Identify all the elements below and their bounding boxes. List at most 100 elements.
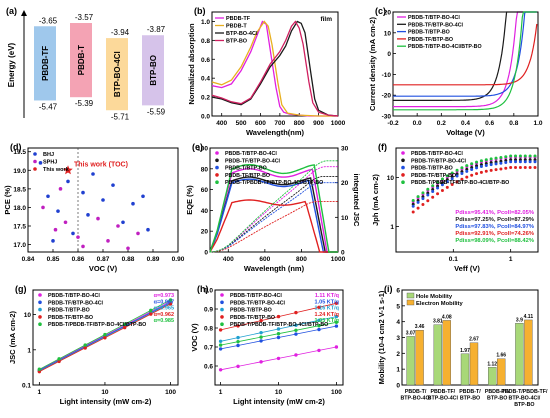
c-legend-label: PBDB-T/BTP-BO-4Cl/BTP-BO	[408, 44, 482, 50]
f-point	[514, 154, 518, 158]
b-ytick-label: 0.8	[201, 38, 210, 45]
e-legend-label: PBDB-T/PBDB-TF/BTP-BO-4Cl/BTP-BO	[225, 180, 323, 186]
h-legend-label: PBDB-T/PBDB-TF/BTP-BO-4Cl/BTP-BO	[230, 322, 328, 328]
f-xtick-label: 0.1	[449, 256, 458, 263]
i-category-label: PBDB-T/	[405, 389, 427, 395]
h-legend-label: PBDB-TF/BTP-BO	[230, 315, 275, 321]
i-bar	[406, 336, 415, 386]
b-legend-label: BTP-BO-4Cl	[226, 31, 258, 37]
i-bar-value-label: 1.12	[487, 361, 497, 367]
c-xtick-label: 0.6	[485, 120, 494, 127]
g-alpha-label: α=0.985	[154, 318, 174, 324]
c-series-line	[393, 11, 537, 97]
e-y2tick-label: 30	[341, 146, 349, 153]
e-eqe-line	[209, 168, 338, 253]
f-point	[440, 183, 444, 187]
e-xtick-label: 400	[223, 256, 234, 263]
c-ytick-label: 0	[387, 51, 391, 58]
h-legend-marker	[220, 322, 224, 327]
e-legend-label: PBDB-TF/BTP-BO-4Cl	[225, 158, 281, 164]
i-category-label: PBDB-T/PBDB-TF/	[501, 389, 548, 395]
c-series-line	[393, 11, 537, 111]
f-axes-frame	[395, 147, 539, 253]
f-point	[465, 175, 469, 179]
f-point	[470, 173, 474, 177]
g-fit-line	[39, 303, 171, 372]
c-ytick-label: -10	[382, 72, 392, 79]
f-point	[528, 154, 532, 158]
f-xlabel: Veff (V)	[454, 264, 480, 273]
d-legend-label: SPHJ	[43, 160, 57, 166]
b-ytick-label: 0.2	[201, 95, 210, 102]
b-panel-label: (b)	[194, 6, 206, 16]
f-annotation: Pdiss=95.41%, Pcoll=82.05%	[455, 210, 534, 216]
g-ylabel: JSC (mA cm-2)	[8, 310, 17, 364]
f-point	[514, 165, 518, 169]
f-point	[411, 210, 415, 214]
f-point	[494, 156, 498, 160]
h-ytick-label: 0.7	[204, 345, 213, 352]
a-ylabel: Energy (eV)	[7, 42, 16, 87]
f-point	[504, 155, 508, 159]
f-point	[504, 160, 508, 164]
f-point	[475, 172, 479, 176]
g-alpha-label: α=0.967	[154, 299, 174, 305]
f-point	[479, 165, 483, 169]
d-ytick-label: 19.0	[13, 168, 26, 175]
i-panel-label: (i)	[384, 284, 393, 294]
b-xlabel: Wavelength(nm)	[246, 128, 305, 137]
f-point	[509, 165, 513, 169]
e-eqe-line	[209, 178, 338, 253]
g-legend-label: PBDB-T/BTP-BO-4Cl	[48, 293, 100, 299]
e-eqe-line	[209, 199, 338, 253]
f-point	[523, 154, 527, 158]
i-bar	[488, 367, 497, 386]
g-point	[37, 367, 42, 371]
i-bar-value-label: 1.66	[496, 353, 506, 359]
f-point	[445, 174, 449, 178]
f-ylabel: Jph (mA cm-2)	[371, 174, 380, 226]
a-lumo-label: -3.65	[39, 16, 58, 25]
f-point	[416, 195, 420, 199]
f-point	[421, 191, 425, 195]
i-ytick-label: 4	[396, 319, 400, 326]
c-xtick-label: 0.4	[461, 120, 470, 127]
h-fit-line	[220, 302, 337, 331]
h-slope-label: 1.16 KT/q	[315, 306, 339, 312]
d-point	[111, 183, 115, 187]
f-point	[426, 199, 430, 203]
c-legend-label: PBDB-T/BTP-BO-4Cl	[408, 15, 460, 21]
h-point	[334, 314, 339, 319]
i-bar-value-label: 4.08	[442, 314, 452, 320]
a-material-label: PBDB-T	[77, 45, 86, 75]
f-point	[465, 164, 469, 168]
i-bar	[433, 324, 443, 386]
e-y2tick-label: 10	[341, 215, 349, 222]
e-legend-label: PBDB-TF/BTP-BO	[225, 173, 270, 179]
d-xtick-label: 0.88	[122, 256, 135, 263]
i-bar-value-label: 1.97	[460, 348, 470, 354]
f-legend-marker	[401, 180, 405, 184]
b-xtick-label: 500	[236, 120, 247, 127]
f-point	[494, 168, 498, 172]
d-point	[81, 190, 85, 195]
f-point	[450, 171, 454, 175]
h-legend-marker	[220, 307, 224, 312]
d-xtick-label: 0.90	[172, 256, 185, 263]
panel-a: (a) Energy (eV) -3.65 -5.47 PBDB-TF -3.57 -5.3…	[6, 6, 166, 121]
h-point	[334, 301, 339, 305]
g-legend-label: PBDB-TF/BTP-BO	[48, 315, 93, 321]
f-point	[445, 185, 449, 189]
f-point	[440, 189, 444, 193]
f-legend-marker	[401, 165, 405, 170]
h-point	[334, 345, 339, 349]
e-xtick-label: 800	[296, 256, 307, 263]
f-point	[426, 193, 430, 197]
f-point	[528, 165, 532, 169]
f-point	[499, 167, 503, 171]
d-point	[53, 227, 58, 232]
i-bar	[469, 342, 479, 386]
c-panel-label: (c)	[375, 6, 386, 16]
d-point	[141, 194, 145, 199]
